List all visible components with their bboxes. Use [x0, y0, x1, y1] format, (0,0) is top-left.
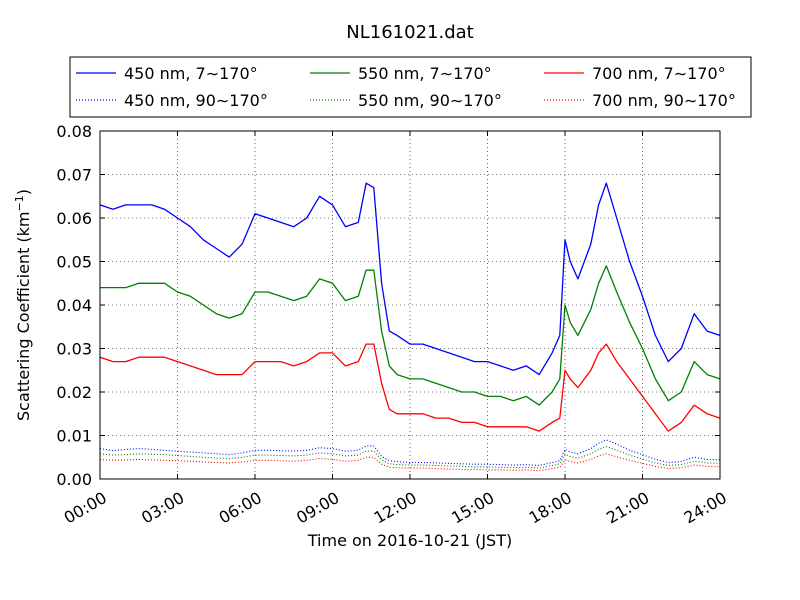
legend-label: 450 nm, 7∼170° — [124, 64, 258, 83]
legend: 450 nm, 7∼170° 550 nm, 7∼170° 700 nm, 7∼17… — [69, 56, 752, 118]
y-axis-label-main: Scattering Coefficient (km — [14, 211, 33, 421]
y-axis-label-end: ) — [14, 189, 33, 195]
legend-label: 450 nm, 90∼170° — [124, 91, 268, 110]
y-tick-label: 0.01 — [56, 427, 92, 446]
y-tick-label: 0.02 — [56, 383, 92, 402]
series-line — [99, 439, 721, 467]
y-axis-label-sup: −1 — [13, 195, 26, 211]
grid — [99, 130, 721, 480]
series-line — [99, 453, 721, 472]
legend-box — [69, 56, 752, 118]
series-layer — [99, 182, 721, 472]
legend-label: 550 nm, 7∼170° — [358, 64, 492, 83]
legend-label: 700 nm, 7∼170° — [592, 64, 726, 83]
y-axis-label: Scattering Coefficient (km−1) — [13, 189, 33, 421]
series-line — [99, 343, 721, 432]
x-tick-label: 21:00 — [603, 488, 652, 528]
y-tick-label: 0.04 — [56, 296, 92, 315]
x-tick-label: 12:00 — [371, 488, 420, 528]
chart-title: NL161021.dat — [346, 22, 473, 43]
x-tick-label: 03:00 — [138, 488, 187, 528]
x-tick-label: 15:00 — [448, 488, 497, 528]
y-tick-label: 0.00 — [56, 470, 92, 489]
y-tick-label: 0.08 — [56, 122, 92, 141]
ticks: 00:00 03:00 06:00 09:00 12:00 15:00 18:00 21:00… — [56, 122, 730, 528]
x-tick-label: 24:00 — [681, 488, 730, 528]
legend-label: 550 nm, 90∼170° — [358, 91, 502, 110]
series-line — [99, 445, 721, 469]
y-tick-label: 0.06 — [56, 209, 92, 228]
x-axis-label: Time on 2016-10-21 (JST) — [307, 531, 512, 550]
legend-label: 700 nm, 90∼170° — [592, 91, 736, 110]
series-line — [100, 265, 721, 406]
series-line — [99, 182, 721, 376]
x-tick-label: 00:00 — [61, 488, 110, 528]
y-tick-label: 0.05 — [56, 253, 92, 272]
x-tick-label: 06:00 — [216, 488, 265, 528]
x-tick-label: 09:00 — [293, 488, 342, 528]
y-tick-label: 0.03 — [56, 340, 92, 359]
y-tick-label: 0.07 — [56, 166, 92, 185]
x-tick-label: 18:00 — [526, 488, 575, 528]
